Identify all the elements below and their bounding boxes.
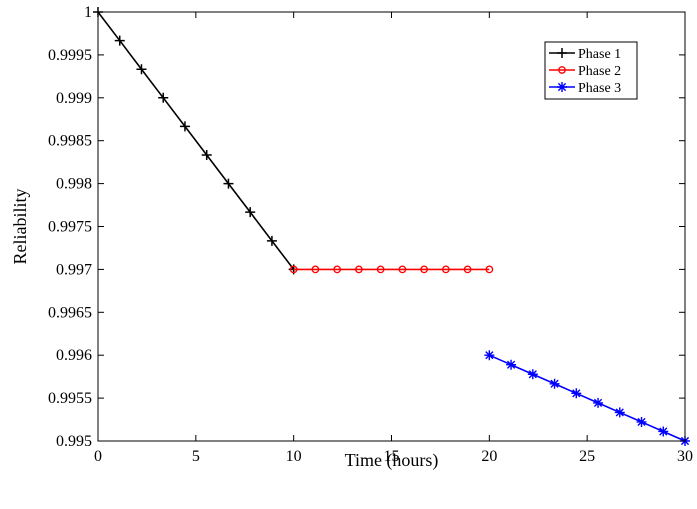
y-tick-label: 0.995 — [56, 433, 92, 450]
series-1-line — [97, 11, 295, 270]
y-tick-label: 0.9955 — [48, 390, 92, 407]
legend-label: Phase 3 — [578, 81, 621, 96]
series-2-point — [420, 265, 428, 274]
x-tick-label: 25 — [579, 448, 595, 465]
series-3-point — [614, 407, 625, 418]
series-2 — [289, 265, 494, 274]
series-2-point — [289, 265, 298, 274]
y-tick-label: 0.9995 — [48, 47, 92, 64]
x-tick-label: 5 — [192, 448, 200, 465]
y-tick-label: 0.996 — [56, 347, 92, 364]
series-3-point — [527, 369, 538, 380]
series-3-point — [506, 359, 517, 370]
y-tick-label: 0.999 — [56, 90, 92, 107]
series-1-point — [201, 150, 212, 161]
series-1-point — [136, 64, 147, 75]
legend-swatch-marker — [557, 82, 567, 92]
y-axis-label: Reliability — [10, 189, 30, 265]
series-2-point — [355, 265, 363, 274]
x-tick-label: 20 — [481, 448, 497, 465]
y-tick-label: 0.9975 — [48, 219, 92, 236]
ticks-layer: 0 5 10 15 20 25 30 0.995 0.9955 0.996 0.9965 0.997 0… — [48, 4, 693, 465]
series-2-point — [398, 265, 407, 274]
series-1 — [93, 7, 299, 275]
legend-swatch-marker — [557, 48, 567, 58]
legend-item-1: Phase 1 — [549, 47, 621, 62]
series-layer — [93, 7, 690, 446]
series-3-point — [571, 388, 582, 399]
series-2-point — [333, 265, 341, 274]
y-tick-label: 0.9985 — [48, 133, 92, 150]
series-3-line — [489, 354, 686, 442]
legend: Phase 1 Phase 2 Phase 3 — [544, 41, 638, 100]
series-3-point — [658, 426, 669, 437]
legend-label: Phase 1 — [578, 47, 621, 62]
series-3-point — [636, 416, 647, 427]
series-2-point — [463, 265, 472, 274]
series-1-point — [245, 207, 256, 218]
x-axis-label: Time (hours) — [345, 450, 439, 471]
series-2-point — [376, 265, 385, 274]
y-tick-label: 1 — [84, 4, 92, 21]
series-2-point — [442, 265, 450, 274]
legend-swatch-marker — [558, 66, 566, 74]
y-tick-label: 0.998 — [56, 176, 92, 193]
series-1-point — [223, 178, 234, 189]
series-2-point — [311, 265, 320, 274]
series-2-point — [485, 265, 494, 274]
legend-item-2: Phase 2 — [549, 64, 621, 79]
x-tick-label: 0 — [94, 448, 102, 465]
series-3-point — [549, 378, 560, 389]
y-tick-label: 0.9965 — [48, 304, 92, 321]
y-tick-label: 0.997 — [56, 261, 92, 278]
x-tick-label: 10 — [286, 448, 302, 465]
series-3-point — [484, 350, 495, 361]
legend-label: Phase 2 — [578, 64, 621, 79]
legend-item-3: Phase 3 — [549, 81, 621, 96]
series-1-point — [114, 35, 125, 46]
series-3 — [484, 350, 690, 446]
series-3-point — [593, 397, 604, 408]
series-1-point — [266, 235, 277, 246]
x-tick-label: 15 — [384, 448, 400, 465]
x-tick-label: 30 — [677, 448, 693, 465]
series-1-point — [179, 121, 190, 132]
series-1-point — [158, 92, 169, 103]
